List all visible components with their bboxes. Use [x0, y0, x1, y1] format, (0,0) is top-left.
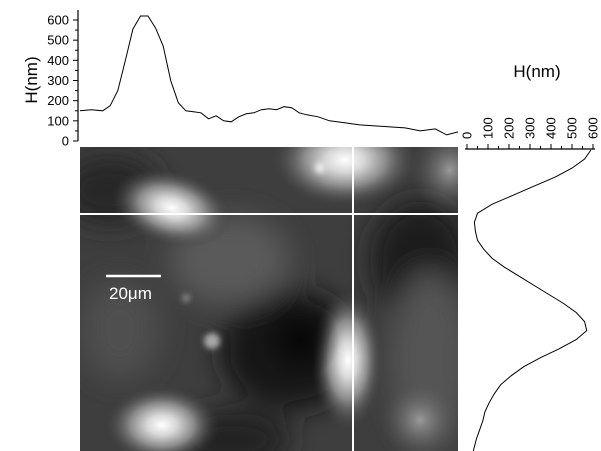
map-small-bump [315, 163, 325, 173]
top-profile-panel: 0 100 200 300 400 500 600 H(nm) [22, 10, 459, 149]
y-tick-label: 0 [62, 134, 69, 149]
scale-bar-label: 20μm [109, 284, 152, 303]
map-peak-bottom-left [104, 385, 220, 451]
right-profile-x-ticks: 0 100 200 300 400 500 600 [460, 117, 601, 149]
x-tick-label: 400 [544, 117, 559, 139]
x-tick-label: 0 [460, 132, 475, 139]
map-glow [410, 147, 458, 215]
right-profile-x-axis-title: H(nm) [513, 62, 560, 81]
right-profile-series-line [472, 149, 592, 451]
y-tick-label: 500 [47, 33, 69, 48]
map-peak-top-right [270, 147, 420, 208]
map-glow [380, 380, 458, 451]
x-tick-label: 500 [565, 117, 580, 139]
y-tick-label: 600 [47, 13, 69, 28]
top-profile-y-ticks: 0 100 200 300 400 500 600 [47, 13, 78, 149]
y-tick-label: 100 [47, 113, 69, 128]
x-tick-label: 300 [523, 117, 538, 139]
right-profile-panel: 0 100 200 300 400 500 600 H(nm) [460, 62, 601, 451]
map-small-bump [204, 333, 220, 349]
map-shadow [260, 300, 340, 380]
y-tick-label: 300 [47, 73, 69, 88]
x-tick-label: 100 [481, 117, 496, 139]
map-peak-upper-left [111, 167, 233, 249]
y-tick-label: 400 [47, 53, 69, 68]
top-profile-y-axis-title: H(nm) [22, 56, 41, 103]
top-profile-series-line [79, 15, 459, 136]
map-small-bump [182, 294, 190, 302]
y-tick-label: 200 [47, 93, 69, 108]
map-mid-region [80, 280, 160, 380]
height-map: 20μm [80, 147, 458, 451]
x-tick-label: 600 [586, 117, 601, 139]
x-tick-label: 200 [502, 117, 517, 139]
